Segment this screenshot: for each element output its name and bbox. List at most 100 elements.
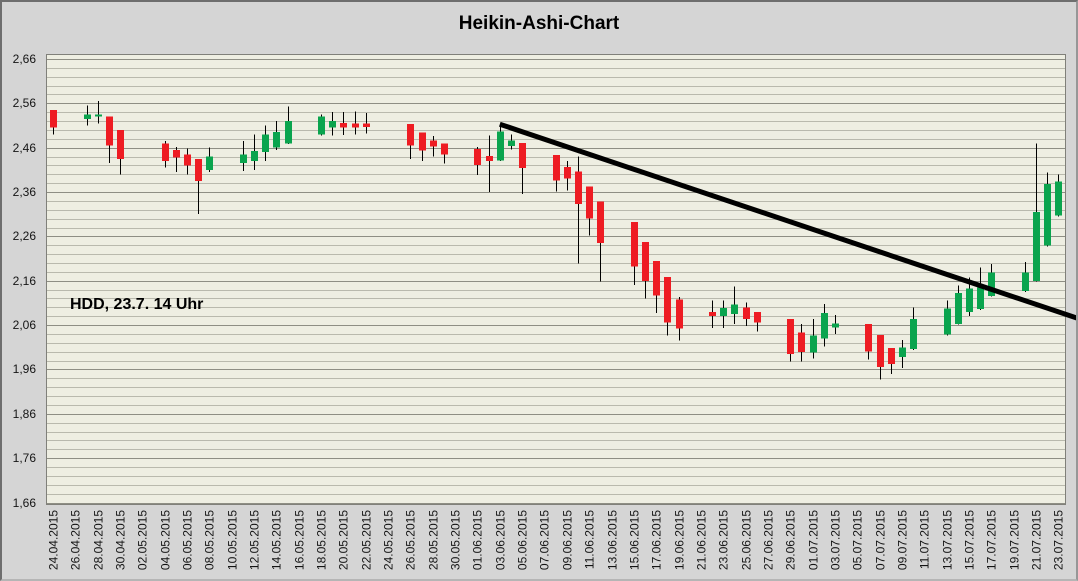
candle-body — [1033, 212, 1040, 281]
candle-body — [195, 158, 202, 181]
candle — [631, 221, 638, 286]
candle-body — [329, 121, 336, 128]
candle-body — [586, 186, 593, 219]
candle-body — [285, 121, 292, 144]
x-axis-tick-label: 09.06.2015 — [561, 510, 575, 570]
candle — [787, 318, 794, 362]
y-axis-tick-label: 1,96 — [13, 362, 37, 376]
candle-body — [273, 132, 280, 148]
candle — [251, 134, 258, 170]
x-axis-tick-label: 05.07.2015 — [851, 510, 865, 570]
candle-body — [709, 311, 716, 316]
candle — [95, 101, 102, 124]
candle — [676, 297, 683, 341]
candle-body — [1044, 184, 1051, 246]
candle-body — [430, 140, 437, 147]
candle-body — [597, 201, 604, 244]
candle — [173, 146, 180, 173]
x-axis-tick-label: 01.06.2015 — [471, 510, 485, 570]
candle — [910, 307, 917, 350]
candle — [84, 105, 91, 126]
candle — [720, 300, 727, 329]
candle — [899, 340, 906, 369]
candle-body — [564, 167, 571, 179]
candle — [363, 113, 370, 134]
candle — [407, 124, 414, 159]
candle — [1044, 172, 1051, 247]
x-axis-tick-label: 17.07.2015 — [985, 510, 999, 570]
x-axis-tick-label: 09.07.2015 — [896, 510, 910, 570]
candle-body — [888, 348, 895, 365]
x-axis-tick-label: 29.06.2015 — [784, 510, 798, 570]
candle — [195, 158, 202, 215]
candle-body — [754, 311, 761, 323]
candle-body — [173, 149, 180, 158]
plot-area — [46, 54, 1066, 505]
candle — [285, 106, 292, 145]
x-axis-tick-label: 28.05.2015 — [427, 510, 441, 570]
candle-body — [497, 131, 504, 161]
candle — [810, 318, 817, 359]
candle — [206, 147, 213, 173]
x-axis-tick-label: 23.07.2015 — [1052, 510, 1066, 570]
candle — [419, 132, 426, 162]
x-axis-tick-label: 12.05.2015 — [248, 510, 262, 570]
x-axis-tick-label: 07.06.2015 — [538, 510, 552, 570]
candle-body — [899, 347, 906, 358]
x-axis-tick-label: 26.04.2015 — [69, 510, 83, 570]
x-axis-tick-label: 27.06.2015 — [762, 510, 776, 570]
candle — [575, 156, 582, 264]
candle — [519, 142, 526, 194]
x-axis-tick-label: 03.06.2015 — [494, 510, 508, 570]
gridlines-major — [46, 59, 1066, 504]
candle-body — [798, 332, 805, 353]
candle-body — [50, 110, 57, 128]
candle-body — [419, 132, 426, 151]
x-axis-labels: 24.04.2015 26.04.2015 28.04.2015 30.04.2015… — [47, 510, 1066, 570]
candle-body — [240, 154, 247, 164]
candle-body — [865, 323, 872, 352]
x-axis-tick-label: 25.06.2015 — [740, 510, 754, 570]
candle — [944, 300, 951, 336]
x-axis-tick-label: 24.04.2015 — [47, 510, 61, 570]
candle-body — [553, 154, 560, 181]
candle — [508, 134, 515, 150]
x-axis-tick-label: 24.05.2015 — [382, 510, 396, 570]
candle — [977, 267, 984, 311]
candle — [888, 348, 895, 374]
x-axis-tick-label: 01.07.2015 — [807, 510, 821, 570]
y-axis-tick-label: 1,76 — [13, 451, 37, 465]
candle-body — [810, 335, 817, 353]
candle-body — [318, 116, 325, 135]
candle — [865, 323, 872, 360]
y-axis-tick-label: 2,26 — [13, 229, 37, 243]
x-axis-tick-label: 06.05.2015 — [181, 510, 195, 570]
candle — [709, 300, 716, 328]
candle — [50, 110, 57, 135]
y-axis-tick-label: 2,36 — [13, 185, 37, 199]
candle-body — [988, 272, 995, 296]
candle — [318, 114, 325, 136]
candle — [106, 116, 113, 164]
candle — [743, 302, 750, 326]
candle-body — [676, 299, 683, 329]
candle — [430, 136, 437, 157]
candle — [1022, 262, 1029, 292]
x-axis-tick-label: 19.07.2015 — [1008, 510, 1022, 570]
candle-body — [642, 242, 649, 281]
candle-body — [162, 143, 169, 162]
candle-body — [720, 308, 727, 316]
candle — [486, 135, 493, 193]
candle — [586, 186, 593, 236]
candle-body — [184, 154, 191, 166]
candle — [474, 146, 481, 175]
candle-body — [363, 123, 370, 127]
candle-body — [340, 122, 347, 128]
candle — [273, 121, 280, 150]
candle — [117, 129, 124, 175]
x-axis-tick-label: 18.05.2015 — [315, 510, 329, 570]
candle-body — [508, 140, 515, 146]
candle — [664, 276, 671, 336]
x-axis-tick-label: 16.05.2015 — [293, 510, 307, 570]
